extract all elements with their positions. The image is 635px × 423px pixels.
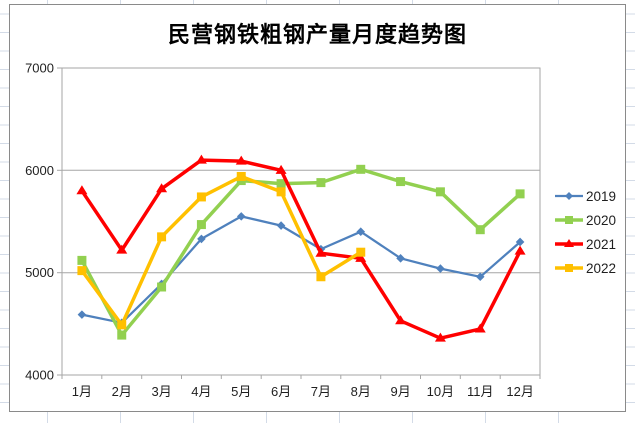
x-tick-label: 10月 (427, 384, 454, 399)
data-point-2022-5月 (236, 171, 246, 181)
data-point-2021-6月 (275, 164, 287, 174)
data-point-2021-9月 (395, 315, 407, 325)
x-tick-label: 5月 (231, 384, 251, 399)
y-tick-label: 6000 (25, 163, 54, 178)
series-line-2022 (80, 174, 363, 327)
data-point-2020-2月 (117, 330, 127, 340)
data-point-2019-10月 (436, 264, 445, 273)
legend-label: 2021 (586, 237, 616, 252)
x-tick-label: 8月 (351, 384, 371, 399)
data-point-2019-1月 (77, 310, 87, 319)
data-point-2020-1月 (77, 255, 87, 265)
data-point-2020-10月 (435, 187, 445, 197)
data-point-2022-1月 (77, 266, 87, 276)
data-point-2020-6月 (276, 179, 286, 189)
data-point-2022-7月 (316, 272, 326, 282)
legend-marker (565, 192, 573, 200)
x-tick-label: 4月 (191, 384, 211, 399)
x-tick-label: 1月 (72, 384, 92, 399)
plot-border[interactable] (61, 67, 541, 376)
data-point-2021-10月 (434, 332, 446, 342)
data-point-2020-9月 (396, 177, 406, 187)
data-point-2020-4月 (196, 220, 206, 230)
data-point-2021-3月 (156, 183, 168, 193)
series-line-2021 (80, 158, 522, 340)
data-point-2019-12月 (515, 237, 525, 247)
legend-label: 2020 (586, 213, 616, 228)
y-tick-label: 5000 (25, 265, 54, 280)
data-point-2021-5月 (235, 155, 247, 165)
data-point-2019-6月 (276, 221, 286, 230)
legend-item-2019[interactable]: 2019 (555, 189, 616, 204)
x-tick-label: 9月 (390, 384, 410, 399)
y-tick-label: 7000 (25, 61, 54, 76)
data-point-2020-8月 (356, 164, 366, 174)
legend-label: 2022 (586, 261, 616, 276)
data-point-2022-8月 (356, 247, 366, 257)
x-tick-label: 2月 (112, 384, 132, 399)
data-point-2022-4月 (196, 192, 206, 202)
chart-area[interactable]: 民营钢铁粗钢产量月度趋势图 4000 5000 6000 7000 1月 2月 3月 4月 5月… (9, 4, 626, 412)
data-point-2020-7月 (316, 178, 326, 188)
x-tick-label: 3月 (151, 384, 171, 399)
data-point-2021-12月 (514, 245, 526, 255)
data-point-2022-6月 (276, 187, 286, 197)
legend-marker (565, 216, 573, 224)
legend-label: 2019 (586, 189, 616, 204)
data-point-2021-7月 (315, 247, 327, 257)
data-point-2021-4月 (195, 154, 207, 164)
chart-title[interactable]: 民营钢铁粗钢产量月度趋势图 (167, 22, 467, 47)
data-point-2022-2月 (117, 320, 127, 330)
data-point-2020-12月 (515, 189, 525, 199)
x-tick-label: 7月 (311, 384, 331, 399)
data-point-2019-11月 (475, 272, 485, 282)
plot-svg: 4000 5000 6000 7000 1月 2月 3月 4月 5月 6月 7月 8月 9月 10月 11月… (25, 61, 616, 400)
data-point-2021-8月 (355, 252, 367, 262)
data-point-2022-3月 (157, 232, 167, 242)
x-tick-label: 11月 (467, 384, 494, 399)
x-tick-label: 6月 (271, 384, 291, 399)
data-point-2019-5月 (236, 212, 246, 221)
legend-marker (565, 264, 573, 272)
y-tick-label: 4000 (25, 368, 54, 383)
data-point-2019-4月 (197, 234, 206, 244)
data-point-2019-8月 (356, 227, 366, 237)
data-point-2021-1月 (76, 185, 88, 195)
legend-item-2020[interactable]: 2020 (555, 213, 616, 228)
data-point-2021-11月 (474, 323, 486, 333)
data-point-2021-2月 (116, 244, 128, 254)
x-tick-label: 12月 (506, 384, 533, 399)
series-line-2020 (80, 167, 522, 337)
legend-marker (564, 239, 574, 247)
data-point-2020-3月 (157, 282, 167, 292)
data-point-2020-11月 (475, 225, 485, 235)
legend-item-2021[interactable]: 2021 (555, 237, 616, 252)
legend-item-2022[interactable]: 2022 (555, 261, 616, 276)
